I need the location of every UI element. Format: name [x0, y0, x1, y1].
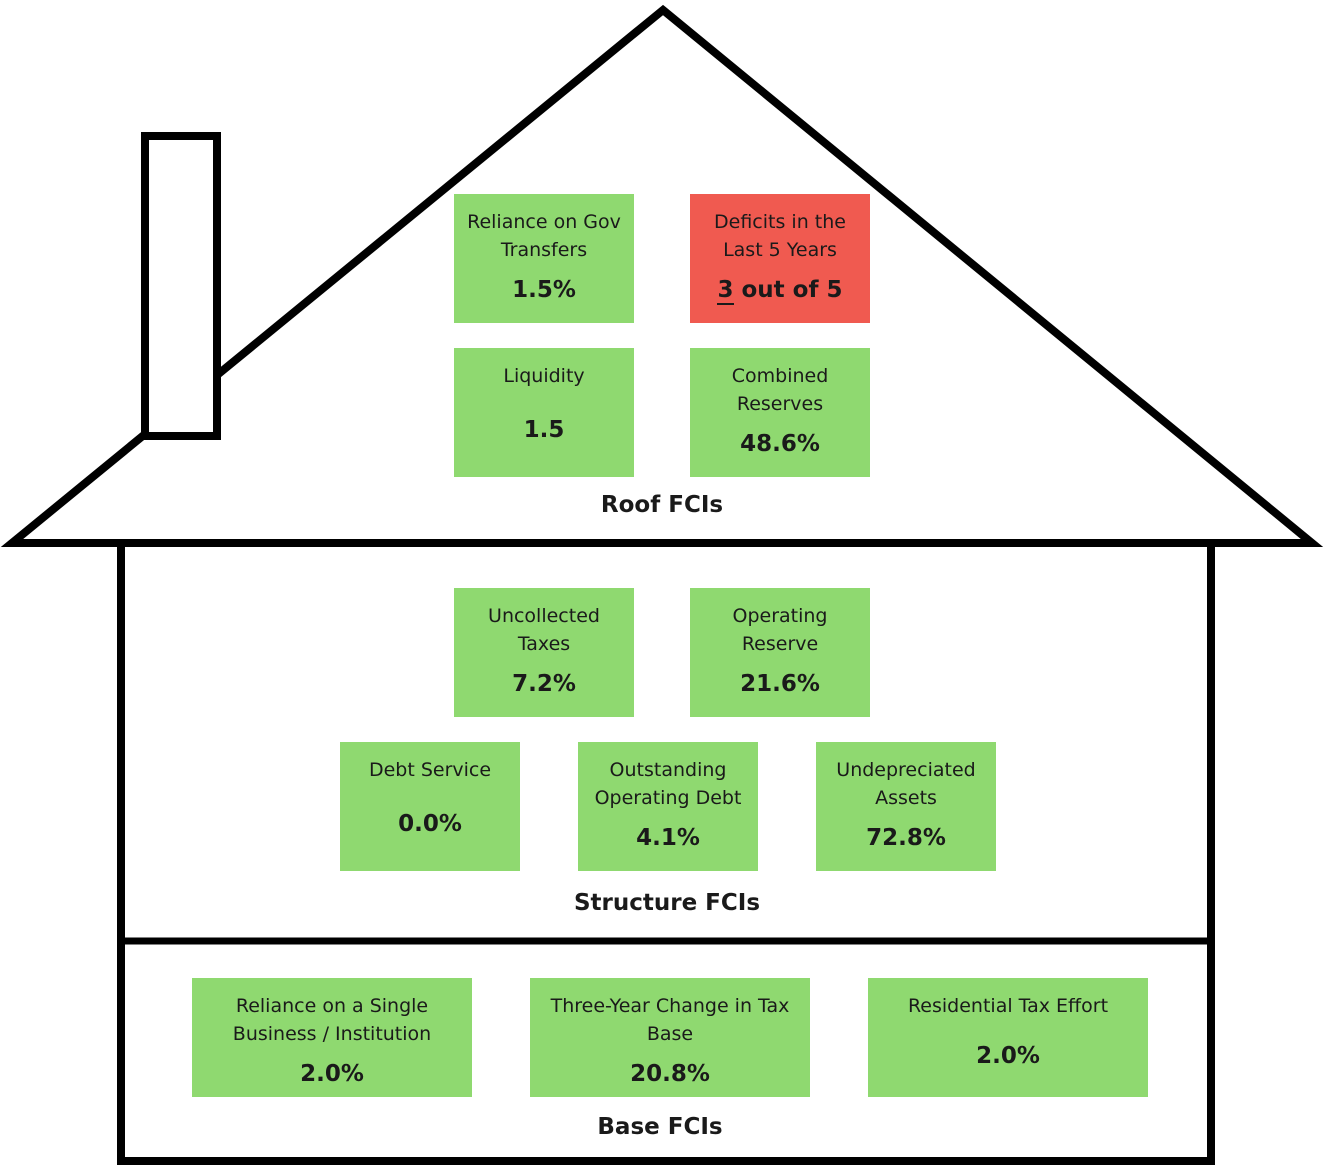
fci-value: 3 out of 5: [690, 276, 870, 305]
fci-label: Reliance on Gov Transfers: [467, 211, 621, 261]
fci-label: Residential Tax Effort: [907, 995, 1109, 1017]
fci-reliance-on-gov-transfers: Reliance on Gov Transfers 1.5%: [454, 194, 634, 323]
base-section-title: Base FCIs: [597, 1114, 723, 1140]
house-body: [117, 539, 1215, 1165]
fci-value: 2.0%: [976, 1043, 1040, 1069]
fci-label: Debt Service: [368, 759, 492, 781]
fci-label: Undepreciated Assets: [836, 759, 976, 809]
fci-operating-reserve: Operating Reserve 21.6%: [690, 588, 870, 717]
fci-undepreciated-assets: Undepreciated Assets 72.8%: [816, 742, 996, 871]
fci-label: Uncollected Taxes: [488, 605, 600, 655]
fci-value-count: 3: [717, 277, 734, 305]
fci-reliance-single-business: Reliance on a Single Business / Institut…: [192, 978, 472, 1097]
fci-value: 7.2%: [512, 671, 576, 697]
structure-section-title: Structure FCIs: [573, 890, 761, 916]
fci-deficits-last-5-years: Deficits in the Last 5 Years 3 out of 5: [690, 194, 870, 323]
fci-combined-reserves: Combined Reserves 48.6%: [690, 348, 870, 477]
fci-outstanding-operating-debt: Outstanding Operating Debt 4.1%: [578, 742, 758, 871]
roof-section-title: Roof FCIs: [600, 492, 724, 518]
fci-residential-tax-effort: Residential Tax Effort 2.0%: [868, 978, 1148, 1097]
fci-value: 4.1%: [636, 825, 700, 851]
fci-debt-service: Debt Service 0.0%: [340, 742, 520, 871]
fci-value: 2.0%: [300, 1061, 364, 1087]
fci-value: 20.8%: [630, 1061, 710, 1087]
fci-label: Deficits in the Last 5 Years: [714, 211, 846, 261]
fci-label: Three-Year Change in Tax Base: [550, 995, 790, 1045]
fci-value: 0.0%: [398, 811, 462, 837]
fci-liquidity: Liquidity 1.5: [454, 348, 634, 477]
fci-value: 72.8%: [866, 825, 946, 851]
fci-value: 1.5%: [512, 277, 576, 303]
chimney: [141, 132, 221, 440]
fci-value: 21.6%: [740, 671, 820, 697]
fci-three-year-change-tax-base: Three-Year Change in Tax Base 20.8%: [530, 978, 810, 1097]
fci-value: 48.6%: [740, 431, 820, 457]
fci-label: Combined Reserves: [731, 365, 829, 415]
fci-label: Liquidity: [503, 365, 585, 387]
fci-uncollected-taxes: Uncollected Taxes 7.2%: [454, 588, 634, 717]
fci-label: Operating Reserve: [732, 605, 828, 655]
fci-value-rest: out of 5: [733, 277, 843, 303]
fci-value: 1.5: [523, 417, 565, 443]
fci-label: Reliance on a Single Business / Institut…: [232, 995, 432, 1045]
fci-label: Outstanding Operating Debt: [594, 759, 742, 809]
